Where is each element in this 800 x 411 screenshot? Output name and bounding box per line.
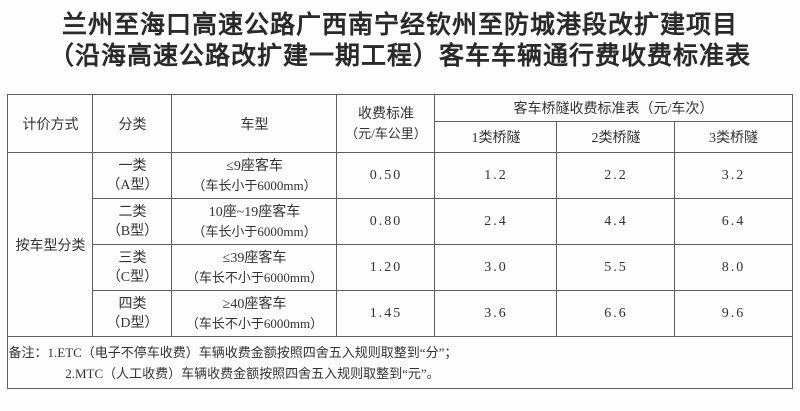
vehicle-length-spec: （车长小于6000mm） — [192, 223, 317, 239]
table-row-class-b: 二类 （B型） 10座~19座客车 （车长小于6000mm） 0.80 2.4 … — [8, 198, 793, 245]
document-page: 兰州至海口高速公路广西南宁经钦州至防城港段改扩建项目 （沿海高速公路改扩建一期工… — [0, 10, 800, 389]
vehicle-type-name: ≤39座客车 — [222, 250, 287, 266]
document-title: 兰州至海口高速公路广西南宁经钦州至防城港段改扩建项目 （沿海高速公路改扩建一期工… — [0, 10, 800, 72]
bridge3-toll-cell: 3.2 — [674, 152, 793, 199]
vehicle-length-spec: （车长不小于6000mm） — [185, 269, 324, 285]
toll-rate-table: 计价方式 分类 车型 收费标准 （元/车公里） 客车桥隧收费标准表（元/车次） … — [7, 94, 793, 389]
notes-cell: 备注： 1.ETC（电子不停车收费）车辆收费金额按照四舍五入规则取整到“分”； … — [7, 336, 793, 389]
header-bridge-group: 客车桥隧收费标准表（元/车次） — [434, 94, 793, 122]
notes-label: 备注： — [8, 344, 48, 360]
vehicle-type-name: 10座~19座客车 — [208, 204, 301, 220]
bridge2-toll-cell: 4.4 — [556, 198, 676, 245]
rate-cell: 0.80 — [336, 198, 436, 245]
vehicle-type-cell: 10座~19座客车 （车长小于6000mm） — [171, 198, 338, 245]
vehicle-length-spec: （车长小于6000mm） — [192, 177, 317, 193]
bridge1-toll-cell: 1.2 — [434, 152, 558, 199]
category-code: （B型） — [106, 223, 159, 239]
header-bridge-class1: 1类桥隧 — [434, 121, 558, 153]
header-vehicle-type: 车型 — [171, 94, 338, 153]
category-name: 二类 — [118, 204, 147, 220]
table-row-class-a: 按车型分类 一类 （A型） ≤9座客车 （车长小于6000mm） 0.50 1.… — [7, 152, 793, 337]
notes-row: 备注： 1.ETC（电子不停车收费）车辆收费金额按照四舍五入规则取整到“分”； … — [7, 336, 793, 389]
category-cell: 三类 （C型） — [92, 244, 173, 291]
category-code: （C型） — [106, 269, 159, 285]
vehicle-type-cell: ≥40座客车 （车长不小于6000mm） — [171, 290, 338, 337]
bridge1-toll-cell: 2.4 — [434, 198, 558, 245]
category-code: （A型） — [106, 177, 159, 193]
rate-cell: 1.45 — [336, 290, 436, 337]
bridge3-toll-cell: 8.0 — [674, 244, 793, 291]
pricing-method-cell: 按车型分类 — [7, 152, 94, 337]
bridge2-toll-cell: 6.6 — [556, 290, 676, 337]
category-cell: 二类 （B型） — [92, 198, 173, 245]
bridge1-toll-cell: 3.0 — [434, 244, 558, 291]
header-rate: 收费标准 （元/车公里） — [336, 94, 436, 153]
document-title-line1: 兰州至海口高速公路广西南宁经钦州至防城港段改扩建项目 — [61, 12, 738, 39]
category-name: 三类 — [118, 250, 147, 266]
bridge3-toll-cell: 6.4 — [674, 198, 793, 245]
header-bridge-class3: 3类桥隧 — [674, 121, 793, 153]
note-line-1: 1.ETC（电子不停车收费）车辆收费金额按照四舍五入规则取整到“分”； — [47, 344, 458, 360]
vehicle-type-cell: ≤9座客车 （车长小于6000mm） — [171, 152, 338, 199]
table-row-class-d: 四类 （D型） ≥40座客车 （车长不小于6000mm） 1.45 3.6 6.… — [8, 290, 793, 337]
bridge1-toll-cell: 3.6 — [434, 290, 558, 337]
header-pricing-method: 计价方式 — [7, 94, 94, 153]
notes-lines: 1.ETC（电子不停车收费）车辆收费金额按照四舍五入规则取整到“分”； 2.MT… — [48, 342, 458, 384]
bridge3-toll-cell: 9.6 — [674, 290, 793, 337]
category-cell: 一类 （A型） — [92, 152, 173, 199]
category-name: 一类 — [118, 158, 147, 174]
vehicle-length-spec: （车长不小于6000mm） — [185, 315, 324, 331]
rate-cell: 1.20 — [336, 244, 436, 291]
note-line-2: 2.MTC（人工收费）车辆收费金额按照四舍五入规则取整到“元”。 — [65, 365, 440, 381]
vehicle-type-name: ≥40座客车 — [222, 296, 287, 312]
category-code: （D型） — [106, 315, 159, 331]
header-bridge-class2: 2类桥隧 — [556, 121, 676, 153]
vehicle-type-cell: ≤39座客车 （车长不小于6000mm） — [171, 244, 338, 291]
header-rate-line1: 收费标准 — [357, 106, 414, 122]
document-title-line2: （沿海高速公路改扩建一期工程）客车车辆通行费收费标准表 — [48, 43, 751, 70]
category-cell: 四类 （D型） — [92, 290, 173, 337]
bridge2-toll-cell: 2.2 — [556, 152, 676, 199]
rate-cell: 0.50 — [336, 152, 436, 199]
category-name: 四类 — [118, 296, 147, 312]
vehicle-type-name: ≤9座客车 — [226, 158, 283, 174]
header-rate-line2: （元/车公里） — [345, 125, 427, 141]
bridge2-toll-cell: 5.5 — [556, 244, 676, 291]
header-category: 分类 — [92, 94, 173, 153]
notes: 备注： 1.ETC（电子不停车收费）车辆收费金额按照四舍五入规则取整到“分”； … — [8, 342, 791, 384]
table-row-class-c: 三类 （C型） ≤39座客车 （车长不小于6000mm） 1.20 3.0 5.… — [8, 244, 793, 291]
